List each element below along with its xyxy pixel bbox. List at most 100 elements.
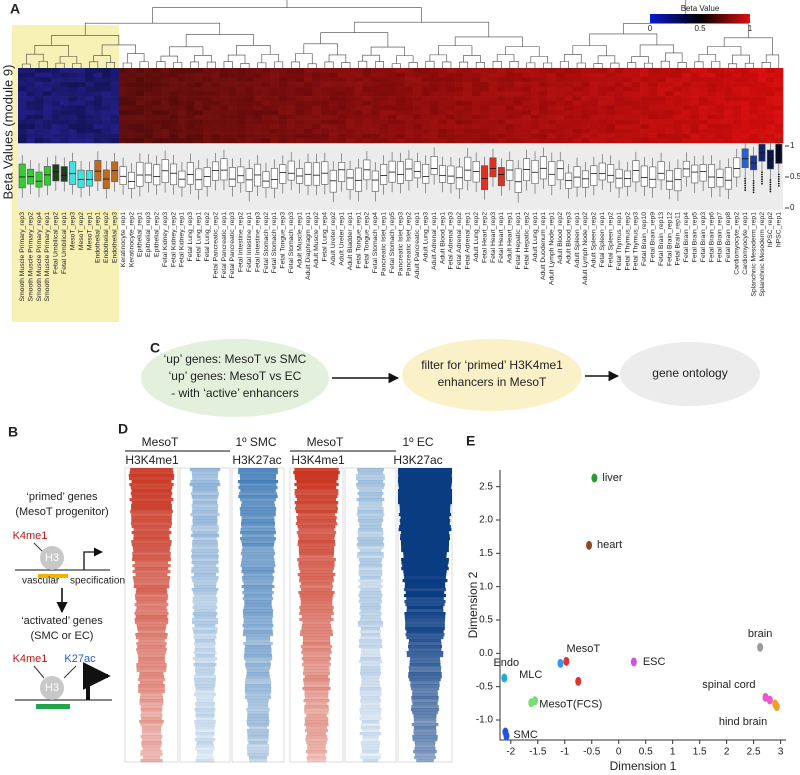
heatmap-row	[302, 672, 331, 676]
heatmap-cell	[51, 82, 61, 88]
heatmap-row	[306, 714, 327, 718]
heatmap-cell	[774, 77, 784, 83]
sample-label: Fetal Thymus_rep2	[624, 212, 631, 271]
box	[270, 168, 278, 189]
heatmap-cell	[51, 86, 61, 92]
heatmap-cell	[244, 114, 254, 120]
heatmap-row	[140, 753, 163, 757]
heatmap-cell	[446, 86, 456, 92]
heatmap-cell	[303, 91, 313, 97]
heatmap-cell	[379, 72, 389, 78]
heatmap-cell	[404, 119, 414, 125]
heatmap-row	[141, 744, 162, 748]
heatmap-cell	[228, 82, 237, 88]
heatmap-row	[192, 522, 218, 526]
heatmap-cell	[648, 124, 658, 130]
heatmap-cell	[337, 72, 347, 78]
heatmap-cell	[724, 133, 733, 139]
heatmap-row	[141, 738, 162, 742]
heatmap-cell	[186, 133, 195, 139]
sample-label: Fetal Lung_rep2	[204, 212, 211, 262]
heatmap-cell	[547, 105, 557, 111]
heatmap-cell	[665, 72, 675, 78]
heatmap-row	[359, 732, 382, 736]
heatmap-row	[241, 549, 275, 553]
heatmap-cell	[68, 110, 78, 116]
heatmap-cell	[673, 96, 683, 102]
heatmap-cell	[169, 133, 179, 139]
heatmap-cell	[211, 138, 221, 144]
sample-label: Fetal Pancreatic_rep1	[221, 212, 228, 279]
heatmap-cell	[539, 96, 548, 102]
heatmap-row	[298, 549, 335, 553]
heatmap-cell	[312, 91, 321, 97]
heatmap-cell	[303, 72, 313, 78]
heatmap-cell	[740, 133, 750, 139]
heatmap-cell	[312, 96, 321, 102]
heatmap-row	[195, 714, 215, 718]
heatmap-cell	[379, 82, 389, 88]
heatmap-cell	[732, 128, 742, 134]
heatmap-cell	[530, 138, 540, 144]
outlier	[761, 171, 763, 174]
heatmap-row	[194, 738, 216, 742]
outlier	[744, 182, 747, 185]
heatmap-cell	[371, 68, 380, 73]
heatmap-row	[359, 525, 382, 529]
heatmap-cell	[144, 68, 153, 73]
heatmap-cell	[102, 133, 111, 139]
heatmap-cell	[606, 96, 616, 102]
heatmap-cell	[404, 128, 414, 134]
heatmap-cell	[471, 128, 481, 134]
heatmap-row	[245, 663, 271, 667]
heatmap-row	[191, 561, 219, 565]
heatmap-cell	[320, 128, 330, 134]
heatmap-row	[140, 693, 163, 697]
heatmap-cell	[110, 114, 120, 120]
dendrogram-branch	[429, 54, 448, 62]
dendrogram-branch	[160, 55, 179, 63]
heatmap-cell	[715, 77, 725, 83]
heatmap-cell	[270, 119, 279, 125]
dendrogram-branch	[59, 56, 78, 64]
dendrogram-branch	[257, 62, 267, 68]
heatmap-cell	[404, 110, 414, 116]
y-tick-label: -0.5	[476, 681, 494, 692]
heatmap-row	[247, 753, 269, 757]
heatmap-cell	[488, 114, 498, 120]
heatmap-row	[194, 702, 216, 706]
heatmap-cell	[463, 114, 473, 120]
heatmap-cell	[303, 133, 313, 139]
heatmap-cell	[261, 128, 271, 134]
dendrogram-branch	[459, 61, 469, 68]
heatmap-row	[247, 705, 269, 709]
heatmap-cell	[169, 114, 179, 120]
heatmap-row	[404, 582, 446, 586]
heatmap-row	[300, 609, 333, 613]
heatmap-cell	[606, 77, 616, 83]
heatmap-cell	[177, 96, 187, 102]
heatmap-cell	[724, 100, 733, 106]
heatmap-cell	[253, 114, 263, 120]
heatmap-cell	[724, 68, 733, 73]
heatmap-cell	[648, 133, 658, 139]
heatmap-row	[359, 642, 382, 646]
heatmap-row	[294, 489, 339, 493]
heatmap-row	[131, 504, 172, 508]
heatmap-row	[191, 567, 219, 571]
heatmap-row	[398, 483, 452, 487]
heatmap-cell	[774, 119, 784, 125]
heatmap-cell	[732, 82, 742, 88]
heatmap-row	[297, 525, 336, 529]
heatmap-row	[196, 744, 214, 748]
heatmap-row	[196, 699, 214, 703]
heatmap-cell	[429, 96, 439, 102]
box	[380, 163, 388, 185]
heatmap-cell	[110, 128, 120, 134]
heatmap-row	[192, 627, 218, 631]
heatmap-row	[300, 630, 333, 634]
heatmap-cell	[102, 77, 111, 83]
heatmap-cell	[379, 105, 389, 111]
heatmap-cell	[413, 82, 422, 88]
heatmap-cell	[740, 105, 750, 111]
